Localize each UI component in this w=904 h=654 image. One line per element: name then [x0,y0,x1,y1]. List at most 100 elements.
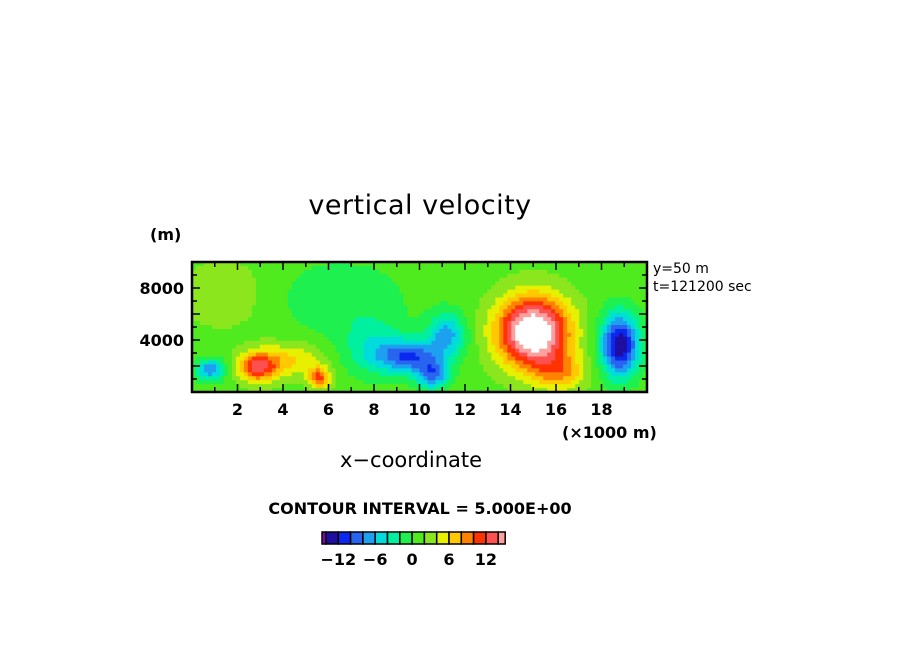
heatmap-cell [295,328,301,334]
heatmap-cell [559,356,564,362]
heatmap-cell [263,313,269,318]
heatmap-cell [195,309,201,314]
heatmap-cell [347,325,353,330]
heatmap-cell [555,277,560,283]
heatmap-cell [427,301,433,306]
heatmap-cell [491,372,496,377]
heatmap-cell [411,289,417,295]
heatmap-cell [435,344,441,350]
heatmap-cell [571,348,576,354]
heatmap-cell [199,285,205,291]
heatmap-cell [363,328,369,334]
heatmap-cell [279,356,285,362]
heatmap-cell [575,309,580,314]
heatmap-cell [427,262,433,267]
heatmap-cell [483,340,488,346]
heatmap-cell [355,364,361,369]
heatmap-cell [455,285,461,291]
heatmap-cell [271,368,277,373]
heatmap-cell [431,360,437,366]
heatmap-cell [375,321,381,326]
heatmap-cell [507,262,512,267]
heatmap-cell [447,372,453,377]
heatmap-cell [615,372,620,377]
heatmap-cell [575,285,580,291]
heatmap-cell [459,364,465,369]
heatmap-cell [567,360,572,366]
heatmap-cell [223,293,229,299]
heatmap-cell [639,269,644,275]
heatmap-cell [419,332,425,338]
heatmap-cell [579,305,584,310]
heatmap-cell [583,269,588,275]
heatmap-cell [495,309,500,314]
heatmap-cell [527,313,532,318]
heatmap-cell [267,368,273,373]
chart-title: vertical velocity [308,190,532,221]
heatmap-cell [339,305,345,310]
heatmap-cell [567,321,572,326]
heatmap-cell [211,364,217,369]
heatmap-cell [599,301,604,306]
heatmap-cell [603,313,608,318]
heatmap-cell [363,348,369,354]
heatmap-cell [451,297,457,302]
heatmap-cell [551,297,556,302]
heatmap-cell [635,281,640,287]
heatmap-cell [447,348,453,354]
heatmap-cell [447,364,453,369]
heatmap-cell [235,372,241,377]
heatmap-cell [551,380,556,385]
heatmap-cell [491,317,496,322]
heatmap-cell [327,305,333,310]
heatmap-cell [411,364,417,369]
heatmap-cell [495,368,500,373]
heatmap-cell [495,388,500,393]
heatmap-cell [487,313,492,318]
heatmap-cell [323,325,329,330]
heatmap-cell [371,281,377,287]
heatmap-cell [247,313,253,318]
heatmap-cell [427,313,433,318]
heatmap-cell [643,384,648,389]
heatmap-cell [239,265,245,271]
heatmap-cell [503,317,508,322]
heatmap-cell [447,360,453,366]
heatmap-cell [359,281,365,287]
heatmap-cell [383,344,389,350]
heatmap-cell [395,281,401,287]
heatmap-cell [327,364,333,369]
heatmap-cell [527,297,532,302]
heatmap-cell [259,289,265,295]
heatmap-cell [267,277,273,283]
heatmap-cell [575,281,580,287]
heatmap-cell [319,281,325,287]
heatmap-cell [555,297,560,302]
heatmap-cell [263,368,269,373]
heatmap-cell [403,321,409,326]
heatmap-cell [315,281,321,287]
heatmap-cell [192,332,197,338]
heatmap-cell [571,332,576,338]
heatmap-cell [555,317,560,322]
heatmap-cell [363,332,369,338]
heatmap-cell [399,265,405,271]
heatmap-cell [311,289,317,295]
heatmap-cell [343,380,349,385]
heatmap-cell [355,305,361,310]
heatmap-cell [287,313,293,318]
heatmap-cell [467,281,472,287]
heatmap-cell [495,376,500,381]
heatmap-cell [479,384,484,389]
heatmap-cell [399,305,405,310]
heatmap-cell [531,348,536,354]
heatmap-cell [515,384,520,389]
heatmap-cell [643,344,648,350]
heatmap-cell [211,289,217,295]
heatmap-cell [563,285,568,291]
heatmap-cell [291,344,297,350]
heatmap-cell [343,313,349,318]
heatmap-cell [255,281,261,287]
heatmap-cell [459,262,465,267]
heatmap-cell [227,301,233,306]
